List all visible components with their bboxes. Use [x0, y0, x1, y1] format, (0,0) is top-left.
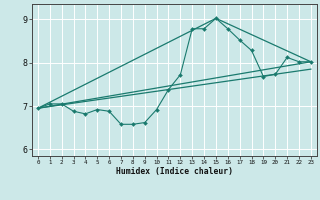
X-axis label: Humidex (Indice chaleur): Humidex (Indice chaleur) [116, 167, 233, 176]
